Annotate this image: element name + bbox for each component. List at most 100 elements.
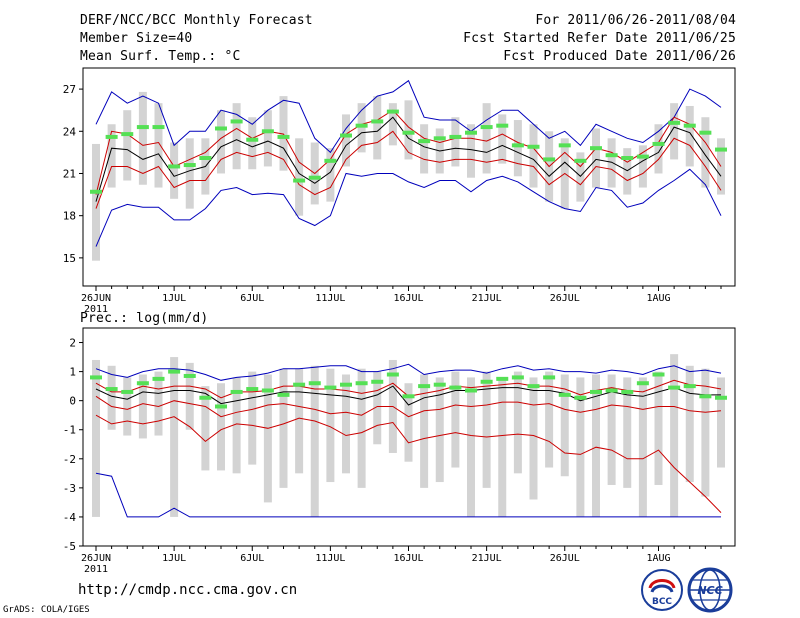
series-line-lower2: [95, 414, 722, 513]
ensemble-range-box: [154, 103, 163, 188]
forecast-started-date: Fcst Started Refer Date 2011/06/25: [463, 31, 736, 46]
climatology-marker: [402, 394, 415, 399]
climatology-marker: [324, 385, 337, 390]
climatology-marker: [511, 375, 524, 380]
x-tick-label: 1JUL: [162, 293, 186, 304]
ensemble-range-box: [357, 103, 366, 153]
climatology-marker: [261, 129, 274, 134]
ensemble-range-box: [185, 362, 194, 430]
ensemble-range-box: [295, 138, 304, 216]
x-tick-label: 11JUL: [315, 553, 345, 564]
ensemble-range-box: [326, 368, 335, 483]
climatology-marker: [418, 384, 431, 389]
ensemble-range-box: [670, 354, 679, 517]
ensemble-range-box: [123, 110, 132, 181]
climatology-marker: [636, 381, 649, 386]
climatology-marker: [355, 381, 368, 386]
climatology-marker: [527, 384, 540, 389]
climatology-marker: [527, 144, 540, 149]
y-tick-label: 18: [63, 210, 76, 223]
date-range: For 2011/06/26-2011/08/04: [535, 13, 736, 28]
climatology-marker: [496, 123, 509, 128]
ensemble-range-box: [263, 110, 272, 167]
ensemble-range-box: [435, 377, 444, 483]
ensemble-range-box: [92, 143, 100, 261]
ensemble-range-box: [607, 374, 616, 485]
ensemble-range-box: [185, 138, 194, 209]
ensemble-range-box: [248, 371, 257, 465]
climatology-marker: [715, 395, 727, 400]
climatology-marker: [683, 384, 696, 389]
ensemble-range-box: [404, 383, 413, 462]
climatology-marker: [371, 119, 384, 124]
ensemble-range-box: [685, 365, 694, 483]
ensemble-range-box: [170, 357, 179, 517]
x-tick-label: 1JUL: [162, 553, 186, 564]
series-line-max: [95, 363, 722, 381]
ensemble-range-box: [279, 368, 288, 488]
climatology-marker: [590, 389, 602, 394]
ensemble-range-box: [576, 377, 585, 517]
ensemble-range-box: [420, 124, 429, 174]
x-tick-label: 16JUL: [393, 293, 423, 304]
svg-text:BCC: BCC: [652, 597, 672, 607]
grads-credit: GrADS: COLA/IGES: [3, 605, 90, 615]
climatology-marker: [668, 385, 681, 390]
x-tick-label: 6JUL: [240, 293, 264, 304]
climatology-marker: [621, 156, 634, 161]
ensemble-range-box: [498, 114, 507, 164]
ensemble-range-box: [342, 114, 350, 167]
chart-title: DERF/NCC/BCC Monthly Forecast: [80, 13, 313, 28]
climatology-marker: [605, 388, 618, 393]
climatology-marker: [261, 388, 274, 393]
climatology-marker: [636, 154, 649, 159]
climatology-marker: [215, 126, 227, 131]
x-tick-label: 26JUL: [550, 553, 580, 564]
ensemble-range-box: [467, 377, 475, 517]
ensemble-range-box: [232, 377, 241, 474]
climatology-marker: [230, 389, 243, 394]
series-line-min: [95, 472, 721, 518]
ensemble-range-box: [420, 374, 429, 488]
climatology-marker: [699, 394, 712, 399]
series-line-min: [95, 168, 722, 247]
climatology-marker: [199, 156, 212, 161]
climatology-marker: [183, 163, 196, 168]
climatology-marker: [168, 164, 181, 169]
ensemble-range-box: [170, 142, 179, 199]
ensemble-range-box: [326, 148, 335, 202]
ensemble-range-box: [701, 368, 710, 497]
climatology-marker: [543, 157, 556, 162]
climatology-marker: [433, 382, 446, 387]
ensemble-range-box: [107, 124, 116, 188]
climatology-marker: [449, 385, 462, 390]
climatology-marker: [449, 134, 462, 139]
ncc-logo-icon: NCC: [687, 567, 733, 613]
climatology-marker: [371, 379, 384, 384]
ensemble-range-box: [592, 128, 600, 188]
climatology-marker: [136, 381, 149, 386]
ensemble-range-box: [107, 365, 116, 430]
bcc-logo-icon: BCC: [641, 569, 683, 611]
ensemble-range-box: [217, 110, 225, 174]
series-line-lower: [95, 395, 722, 418]
ensemble-range-box: [623, 377, 632, 488]
climatology-marker: [183, 373, 196, 378]
ensemble-range-box: [248, 117, 257, 170]
ensemble-range-box: [717, 377, 725, 468]
y-tick-label: -5: [63, 540, 76, 553]
ensemble-range-box: [138, 91, 147, 185]
climatology-marker: [418, 139, 431, 144]
x-tick-year-label: 2011: [84, 304, 108, 315]
climatology-marker: [433, 136, 446, 141]
ensemble-range-box: [388, 103, 397, 146]
ensemble-range-box: [451, 371, 460, 468]
climatology-marker: [465, 388, 477, 393]
ensemble-range-box: [498, 377, 507, 517]
y-tick-label: -3: [63, 482, 76, 495]
ensemble-range-box: [654, 371, 663, 485]
climatology-marker: [277, 392, 290, 397]
y-tick-label: 0: [69, 395, 76, 408]
